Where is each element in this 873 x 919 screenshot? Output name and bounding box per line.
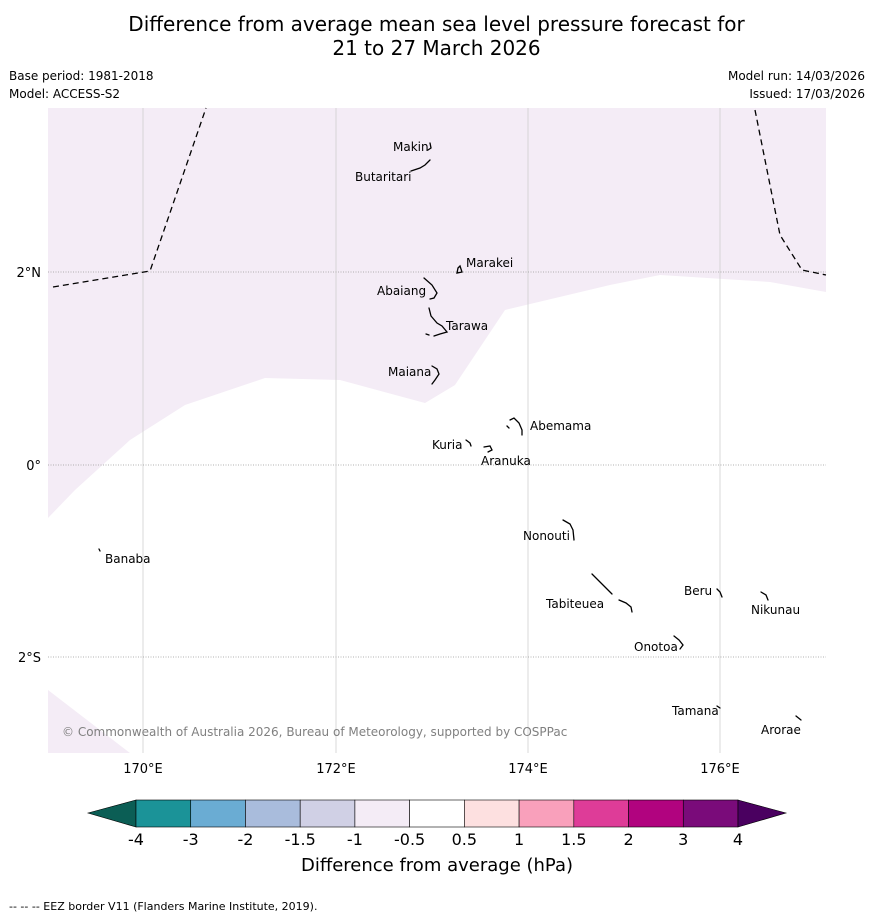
label-butaritari: Butaritari [355, 170, 412, 184]
island-marakei-shape [456, 264, 463, 274]
title-line-1: Difference from average mean sea level p… [128, 12, 745, 36]
meta-left: Base period: 1981-2018 Model: ACCESS-S2 [9, 69, 154, 105]
label-beru: Beru [684, 584, 712, 598]
lat-tick-label: 2°N [17, 266, 42, 281]
colorbar-tick-label: 2 [623, 830, 633, 849]
lon-tick-label: 174°E [508, 762, 548, 777]
island-makin-shape [427, 142, 432, 151]
lon-tick-label: 170°E [123, 762, 163, 777]
island-beru-shape [716, 588, 723, 598]
label-nikunau: Nikunau [751, 603, 800, 617]
colorbar-segment [628, 799, 684, 828]
colorbar-tick-label: -0.5 [394, 830, 425, 849]
label-abemama: Abemama [530, 419, 591, 433]
colorbar-tick-label: -3 [183, 830, 199, 849]
label-abaiang: Abaiang [377, 284, 426, 298]
anomaly-region-north [48, 108, 826, 518]
anomaly-region-southwest [48, 690, 130, 753]
map-panel: Makin Butaritari Marakei Abaiang Tarawa … [48, 107, 827, 753]
colorbar-segment [518, 799, 575, 828]
label-tarawa: Tarawa [445, 319, 488, 333]
model-name: Model: ACCESS-S2 [9, 87, 121, 101]
colorbar-segment [299, 799, 356, 828]
label-marakei: Marakei [466, 256, 513, 270]
issued-date: Issued: 17/03/2026 [749, 87, 865, 101]
label-nonouti: Nonouti [523, 529, 570, 543]
colorbar-tick-label: 3 [678, 830, 688, 849]
label-banaba: Banaba [105, 552, 151, 566]
label-aranuka: Aranuka [481, 454, 531, 468]
colorbar-segment [573, 799, 629, 828]
copyright-notice: © Commonwealth of Australia 2026, Bureau… [62, 725, 567, 739]
island-tabiteuea-shape [591, 573, 633, 613]
lon-tick-label: 172°E [316, 762, 356, 777]
colorbar-tick-label: -1 [347, 830, 363, 849]
island-abemama-shape [506, 417, 523, 436]
island-banaba-shape [98, 548, 101, 552]
colorbar-tick-label: 4 [733, 830, 743, 849]
label-arorae: Arorae [761, 723, 801, 737]
title-line-2: 21 to 27 March 2026 [332, 36, 541, 60]
meta-right: Model run: 14/03/2026 Issued: 17/03/2026 [728, 69, 865, 105]
colorbar-ticks: -4 -3 -2 -1.5 -1 -0.5 0.5 1 1.5 2 3 4 [128, 830, 743, 849]
label-tamana: Tamana [671, 704, 719, 718]
island-onotoa-shape [673, 635, 684, 650]
label-onotoa: Onotoa [634, 640, 678, 654]
label-maiana: Maiana [388, 365, 431, 379]
colorbar-over-arrow [737, 799, 788, 828]
model-run: Model run: 14/03/2026 [727, 69, 865, 83]
colorbar-tick-label: -4 [128, 830, 144, 849]
base-period: Base period: 1981-2018 [9, 69, 154, 83]
island-aranuka-shape [483, 445, 493, 453]
island-kuria-shape [465, 439, 472, 447]
lat-tick-label: 0° [26, 459, 41, 474]
island-nikunau-shape [760, 591, 769, 601]
island-tarawa-shape [425, 307, 449, 337]
colorbar: -4 -3 -2 -1.5 -1 -0.5 0.5 1 1.5 2 3 4 Difference fr… [86, 799, 788, 876]
colorbar-segment [682, 799, 739, 828]
colorbar-segment [190, 799, 246, 828]
lon-tick-label: 176°E [700, 762, 740, 777]
colorbar-tick-label: 1 [514, 830, 524, 849]
chart-title: Difference from average mean sea level p… [0, 12, 873, 60]
colorbar-tick-label: 1.5 [561, 830, 586, 849]
island-maiana-shape [431, 365, 440, 385]
eez-footnote: -- -- -- EEZ border V11 (Flanders Marine… [9, 900, 318, 913]
colorbar-label: Difference from average (hPa) [301, 855, 573, 876]
island-arorae-shape [795, 715, 802, 721]
island-tamana-shape [716, 705, 721, 709]
colorbar-under-arrow [86, 799, 137, 828]
colorbar-tick-label: -1.5 [285, 830, 316, 849]
colorbar-tick-label: 0.5 [452, 830, 477, 849]
label-tabiteuea: Tabiteuea [545, 597, 604, 611]
island-butaritari-shape [410, 159, 431, 172]
colorbar-segment [464, 799, 520, 828]
eez-border-east [754, 109, 827, 276]
colorbar-tick-label: -2 [237, 830, 253, 849]
colorbar-segment [245, 799, 301, 828]
colorbar-segment [354, 799, 410, 828]
colorbar-segments [135, 799, 739, 828]
eez-border-west [52, 107, 207, 288]
label-makin: Makin [393, 140, 429, 154]
colorbar-segment [135, 799, 192, 828]
island-nonouti-shape [562, 519, 575, 541]
island-abaiang-shape [423, 277, 438, 300]
label-kuria: Kuria [432, 438, 463, 452]
colorbar-segment [409, 799, 465, 828]
lat-tick-label: 2°S [18, 651, 41, 666]
